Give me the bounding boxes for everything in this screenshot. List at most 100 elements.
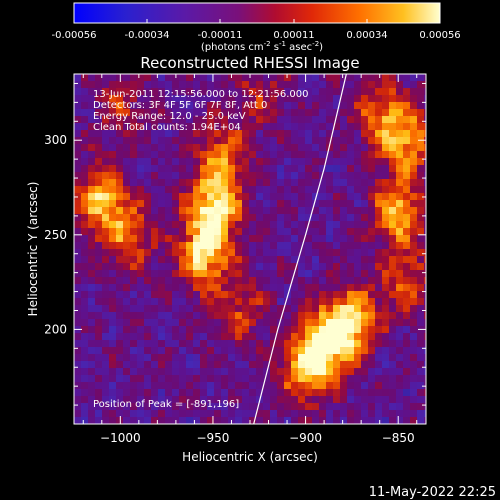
heatmap-cell	[158, 410, 166, 418]
heatmap-cell	[200, 158, 208, 166]
heatmap-cell	[326, 172, 334, 180]
colorbar-unit-label: (photons cm-2 s-1 asec-2)	[201, 40, 323, 53]
heatmap-cell	[410, 123, 418, 131]
heatmap-cell	[102, 95, 110, 103]
heatmap-cell	[242, 193, 250, 201]
heatmap-cell	[298, 235, 306, 243]
heatmap-cell	[249, 81, 257, 89]
heatmap-cell	[130, 305, 138, 313]
heatmap-cell	[424, 123, 426, 131]
heatmap-cell	[88, 298, 96, 306]
heatmap-cell	[256, 340, 264, 348]
heatmap-cell	[116, 305, 124, 313]
heatmap-cell	[326, 340, 334, 348]
heatmap-cell	[305, 249, 313, 257]
heatmap-cell	[298, 200, 306, 208]
heatmap-cell	[340, 403, 348, 411]
heatmap-cell	[151, 165, 159, 173]
heatmap-cell	[81, 375, 89, 383]
heatmap-cell	[200, 207, 208, 215]
heatmap-cell	[144, 305, 152, 313]
heatmap-cell	[235, 88, 243, 96]
heatmap-cell	[74, 102, 82, 110]
heatmap-cell	[354, 242, 362, 250]
heatmap-cell	[221, 200, 229, 208]
heatmap-cell	[221, 221, 229, 229]
heatmap-cell	[207, 214, 215, 222]
heatmap-cell	[263, 74, 271, 82]
heatmap-cell	[263, 144, 271, 152]
heatmap-cell	[333, 214, 341, 222]
heatmap-cell	[102, 270, 110, 278]
heatmap-cell	[102, 312, 110, 320]
heatmap-cell	[291, 109, 299, 117]
heatmap-cell	[158, 81, 166, 89]
heatmap-cell	[424, 410, 426, 418]
heatmap-cell	[221, 382, 229, 390]
heatmap-cell	[326, 389, 334, 397]
heatmap-cell	[74, 410, 82, 418]
heatmap-cell	[158, 193, 166, 201]
heatmap-cell	[95, 109, 103, 117]
heatmap-cell	[74, 165, 82, 173]
heatmap-cell	[137, 347, 145, 355]
heatmap-cell	[228, 347, 236, 355]
heatmap-cell	[389, 382, 397, 390]
heatmap-cell	[298, 130, 306, 138]
heatmap-cell	[256, 116, 264, 124]
heatmap-cell	[165, 368, 173, 376]
heatmap-cell	[424, 165, 426, 173]
heatmap-cell	[403, 284, 411, 292]
heatmap-cell	[361, 228, 369, 236]
heatmap-cell	[354, 368, 362, 376]
heatmap-cell	[81, 312, 89, 320]
heatmap-cell	[368, 144, 376, 152]
heatmap-cell	[333, 382, 341, 390]
x-tick-labels: −1000 −950 −900 −850	[100, 431, 415, 445]
heatmap-cell	[207, 270, 215, 278]
heatmap-cell	[102, 277, 110, 285]
heatmap-cell	[200, 319, 208, 327]
heatmap-cell	[326, 214, 334, 222]
heatmap-cell	[361, 396, 369, 404]
heatmap-cell	[88, 319, 96, 327]
heatmap-cell	[242, 123, 250, 131]
heatmap-cell	[410, 263, 418, 271]
heatmap-cell	[375, 396, 383, 404]
heatmap-cell	[333, 410, 341, 418]
heatmap-cell	[368, 158, 376, 166]
heatmap-cell	[242, 410, 250, 418]
heatmap-cell	[263, 249, 271, 257]
heatmap-cell	[151, 88, 159, 96]
heatmap-cell	[158, 263, 166, 271]
heatmap-cell	[95, 382, 103, 390]
heatmap-cell	[277, 130, 285, 138]
heatmap-cell	[417, 396, 425, 404]
heatmap-cell	[109, 81, 117, 89]
heatmap-cell	[235, 109, 243, 117]
heatmap-cell	[123, 361, 131, 369]
heatmap-cell	[88, 333, 96, 341]
heatmap-cell	[228, 277, 236, 285]
heatmap-cell	[207, 144, 215, 152]
heatmap-cell	[256, 333, 264, 341]
heatmap-cell	[151, 410, 159, 418]
heatmap-cell	[417, 200, 425, 208]
heatmap-cell	[382, 319, 390, 327]
heatmap-cell	[389, 235, 397, 243]
heatmap-cell	[242, 312, 250, 320]
heatmap-cell	[340, 291, 348, 299]
heatmap-cell	[186, 277, 194, 285]
heatmap-cell	[319, 116, 327, 124]
heatmap-cell	[389, 256, 397, 264]
heatmap-cell	[361, 410, 369, 418]
heatmap-cell	[158, 347, 166, 355]
heatmap-cell	[326, 249, 334, 257]
heatmap-cell	[277, 144, 285, 152]
heatmap-cell	[193, 305, 201, 313]
heatmap-cell	[319, 179, 327, 187]
heatmap-cell	[235, 277, 243, 285]
heatmap-cell	[116, 228, 124, 236]
heatmap-cell	[193, 347, 201, 355]
heatmap-cell	[207, 312, 215, 320]
